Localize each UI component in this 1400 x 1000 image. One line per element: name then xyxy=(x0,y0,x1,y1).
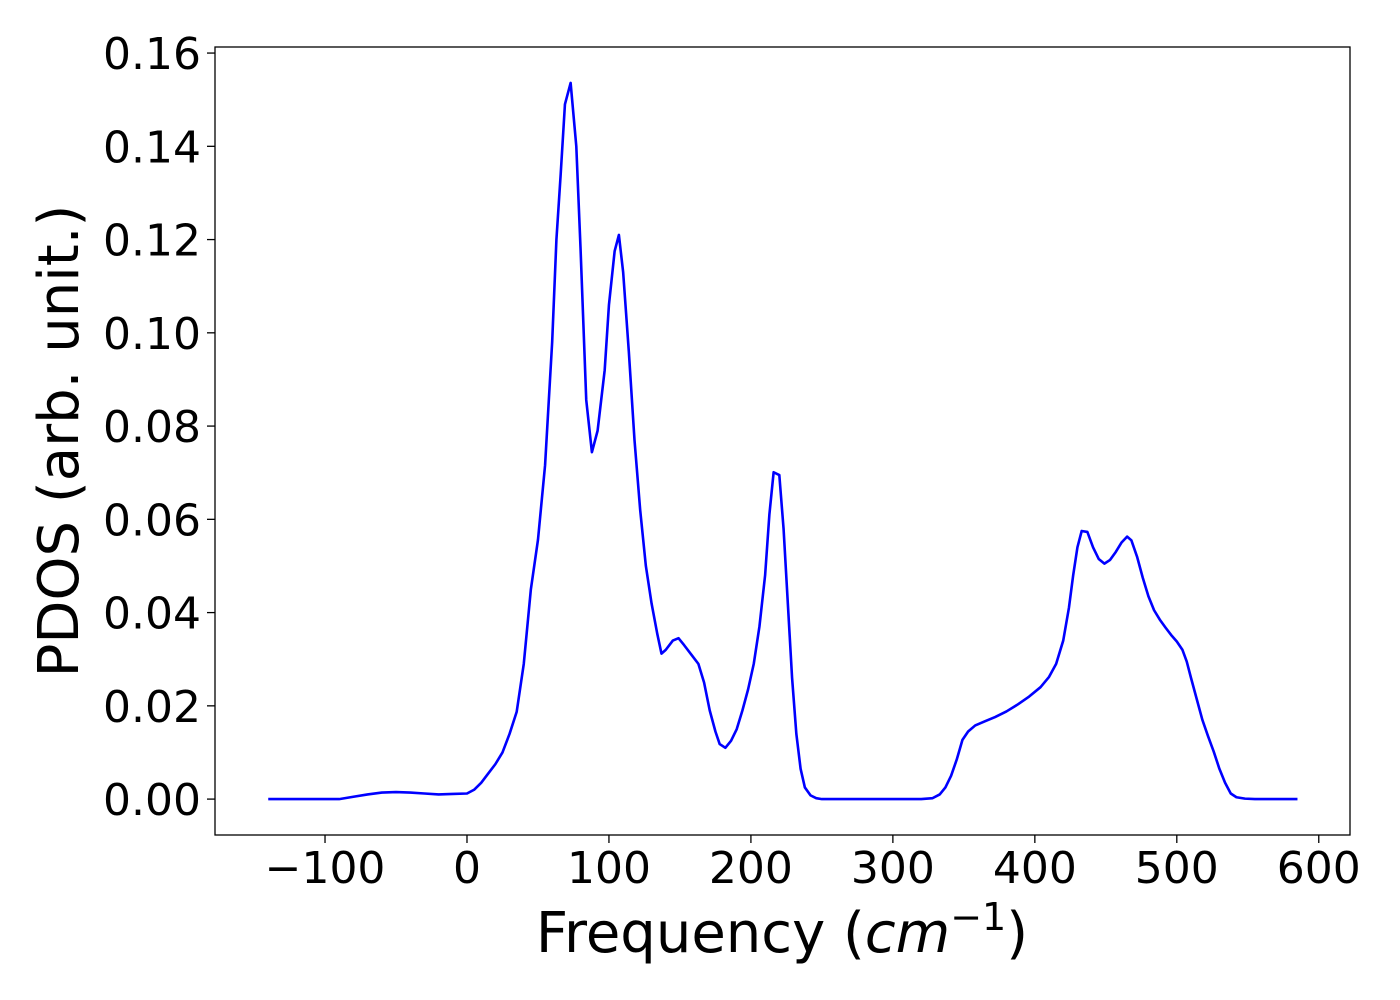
x-label-part: Frequency ( xyxy=(536,901,865,966)
x-label-part: cm xyxy=(865,901,950,966)
plot-frame xyxy=(214,46,1351,836)
y-tick-label: 0.08 xyxy=(103,402,201,453)
y-tick-label: 0.12 xyxy=(103,216,201,267)
x-tick-label: 400 xyxy=(993,843,1077,894)
y-axis-label: PDOS (arb. unit.) xyxy=(27,205,92,678)
y-tick-label: 0.04 xyxy=(103,589,201,640)
y-tick-label: 0.06 xyxy=(103,495,201,546)
x-tick-label: 100 xyxy=(567,843,651,894)
x-axis-label: Frequency (cm−1) xyxy=(536,895,1028,966)
x-tick-label: 600 xyxy=(1277,843,1361,894)
y-tick-label: 0.14 xyxy=(103,122,201,173)
x-tick-label: 0 xyxy=(453,843,481,894)
y-tick-label: 0.02 xyxy=(103,682,201,733)
y-tick-label: 0.16 xyxy=(103,29,201,80)
x-tick-label: 500 xyxy=(1135,843,1219,894)
pdos-line xyxy=(268,81,1298,801)
x-tick-label: 200 xyxy=(709,843,793,894)
x-label-part: −1 xyxy=(950,895,1006,939)
x-tick-label: −100 xyxy=(265,843,386,894)
y-tick-label: 0.10 xyxy=(103,309,201,360)
y-tick-label: 0.00 xyxy=(103,775,201,826)
x-tick-label: 300 xyxy=(851,843,935,894)
x-label-part: ) xyxy=(1006,901,1028,966)
